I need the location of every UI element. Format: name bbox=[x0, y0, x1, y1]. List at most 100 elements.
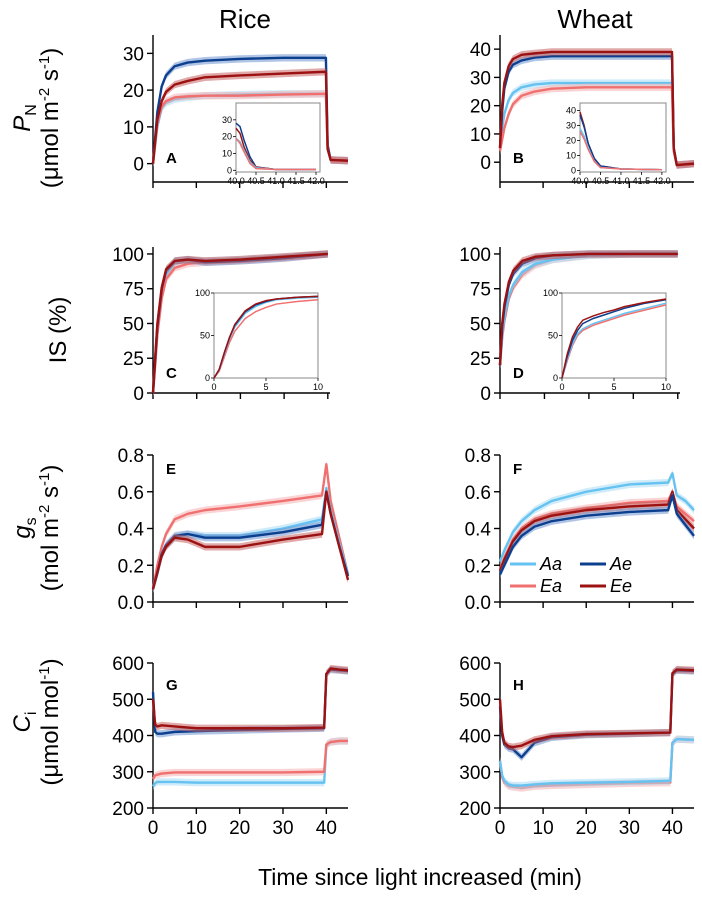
panel-d: 0 25 50 75 100 D 0 50 100 0 5 10 bbox=[459, 245, 680, 405]
y-tick-label: 75 bbox=[123, 280, 144, 301]
inset-x-tick-label: 41.0 bbox=[267, 176, 285, 186]
y-tick-label: 0 bbox=[133, 384, 144, 405]
y-tick-label: 300 bbox=[112, 763, 144, 784]
svg-text:(μmol m-2 s-1): (μmol m-2 s-1) bbox=[36, 48, 64, 189]
x-tick-label: 30 bbox=[272, 818, 293, 839]
inset-x-tick-label: 41.5 bbox=[633, 176, 651, 186]
band-ee bbox=[153, 664, 348, 732]
y-tick-label: 30 bbox=[470, 68, 491, 89]
series-line-ee bbox=[498, 668, 695, 749]
inset-y-tick-label: 0 bbox=[205, 373, 210, 383]
inset-x-tick-label: 40.0 bbox=[227, 176, 245, 186]
ylabel-ci-unit: (μmol mol-1) bbox=[36, 658, 64, 785]
y-tick-label: 0.4 bbox=[118, 520, 145, 541]
panel-letter: C bbox=[166, 365, 177, 382]
ylabel-gs: gs bbox=[9, 517, 40, 538]
inset-x-tick-label: 42.0 bbox=[653, 176, 671, 186]
series-line-ae bbox=[498, 494, 695, 575]
series-line-ee bbox=[151, 252, 328, 394]
y-tick-label: 0.2 bbox=[118, 556, 144, 577]
y-tick-label: 0 bbox=[133, 155, 144, 176]
y-tick-label: 0.8 bbox=[465, 446, 491, 467]
band-ea bbox=[153, 737, 348, 783]
x-tick-label: 40 bbox=[662, 818, 683, 839]
inset-x-tick-label: 10 bbox=[313, 382, 323, 392]
x-tick-label: 20 bbox=[576, 818, 597, 839]
y-tick-label: 0.0 bbox=[118, 593, 144, 614]
inset-y-tick-label: 100 bbox=[195, 288, 210, 298]
panel-e: 0.0 0.2 0.4 0.6 0.8 E bbox=[118, 446, 350, 614]
y-tick-label: 30 bbox=[123, 44, 144, 65]
y-tick-label: 0.0 bbox=[465, 593, 491, 614]
inset-y-tick-label: 100 bbox=[543, 288, 558, 298]
ylabel-pn-unit: (μmol m-2 s-1) bbox=[36, 48, 64, 189]
series-line-ee bbox=[151, 70, 349, 164]
panel-b: 0 10 20 30 40 B 0 10 20 30 40 40.0 40.5 41.0 41.5 42.0 bbox=[470, 35, 695, 188]
inset-a: 0 10 20 30 40.0 40.5 41.0 41.5 42.0 bbox=[222, 102, 325, 186]
y-tick-label: 100 bbox=[112, 245, 144, 266]
inset-x-tick-label: 41.5 bbox=[287, 176, 305, 186]
panel-letter: B bbox=[513, 150, 524, 167]
inset-series-line-ea bbox=[235, 137, 316, 171]
inset-y-tick-label: 50 bbox=[200, 331, 210, 341]
band-ae bbox=[153, 54, 348, 168]
y-tick-label: 10 bbox=[470, 125, 491, 146]
legend-label-ee: Ee bbox=[610, 576, 632, 596]
panel-h: 200 300 400 500 600 0 10 20 30 40 H bbox=[459, 654, 695, 839]
inset-x-tick-label: 40.5 bbox=[592, 176, 610, 186]
panel-letter: H bbox=[513, 677, 524, 694]
y-tick-label: 0.4 bbox=[465, 520, 492, 541]
x-tick-label: 10 bbox=[533, 818, 554, 839]
y-tick-label: 0.2 bbox=[465, 556, 491, 577]
series-line-ee bbox=[498, 252, 678, 366]
inset-y-tick-label: 30 bbox=[566, 121, 576, 131]
y-tick-label: 20 bbox=[123, 81, 144, 102]
svg-text:IS (%): IS (%) bbox=[45, 297, 72, 364]
x-tick-label: 10 bbox=[186, 818, 207, 839]
column-title-wheat: Wheat bbox=[557, 4, 633, 34]
inset-y-tick-label: 20 bbox=[566, 136, 576, 146]
x-tick-label: 30 bbox=[619, 818, 640, 839]
legend-label-ae: Ae bbox=[609, 554, 632, 574]
series-line-ea bbox=[151, 739, 348, 780]
y-tick-label: 75 bbox=[470, 280, 491, 301]
y-tick-label: 600 bbox=[459, 654, 491, 675]
inset-y-tick-label: 50 bbox=[548, 331, 558, 341]
inset-x-tick-label: 40.5 bbox=[247, 176, 265, 186]
x-axis-label: Time since light increased (min) bbox=[258, 864, 582, 890]
series-line-aa bbox=[498, 737, 695, 787]
legend: Aa Ae Ea Ee bbox=[510, 554, 632, 596]
ylabel-pn: PN bbox=[9, 104, 40, 132]
inset-series-line-ea bbox=[579, 131, 662, 171]
column-title-rice: Rice bbox=[219, 4, 271, 34]
y-tick-label: 50 bbox=[123, 314, 144, 335]
series-line-ee bbox=[498, 50, 695, 167]
inset-y-tick-label: 0 bbox=[571, 166, 576, 176]
y-tick-label: 25 bbox=[470, 349, 491, 370]
inset-y-tick-label: 20 bbox=[222, 132, 232, 142]
panel-letter: A bbox=[166, 150, 177, 167]
svg-text:(μmol mol-1): (μmol mol-1) bbox=[36, 658, 64, 785]
inset-x-tick-label: 5 bbox=[263, 382, 268, 392]
inset-x-tick-label: 42.0 bbox=[307, 176, 325, 186]
inset-y-tick-label: 0 bbox=[227, 165, 232, 175]
panel-f: 0.0 0.2 0.4 0.6 0.8 F Aa Ae Ea Ee bbox=[465, 446, 695, 614]
inset-x-tick-label: 5 bbox=[611, 382, 616, 392]
x-tick-label: 0 bbox=[495, 818, 506, 839]
series-line-aa bbox=[498, 472, 695, 563]
panel-letter: F bbox=[513, 461, 522, 478]
y-tick-label: 50 bbox=[470, 314, 491, 335]
legend-label-ea: Ea bbox=[540, 576, 562, 596]
panel-letter: D bbox=[513, 365, 524, 382]
band-ee bbox=[500, 250, 678, 369]
inset-x-tick-label: 0 bbox=[211, 382, 216, 392]
panel-g: 200 300 400 500 600 0 10 20 30 40 G bbox=[112, 654, 349, 839]
panel-c: 0 25 50 75 100 C 0 50 100 0 5 10 bbox=[112, 245, 330, 405]
y-tick-label: 400 bbox=[459, 727, 491, 748]
x-tick-label: 0 bbox=[148, 818, 159, 839]
band-ee bbox=[500, 665, 694, 751]
panel-letter: E bbox=[166, 461, 176, 478]
ylabel-gs-unit: (mol m-2 s-1) bbox=[36, 465, 64, 592]
legend-label-aa: Aa bbox=[539, 554, 562, 574]
